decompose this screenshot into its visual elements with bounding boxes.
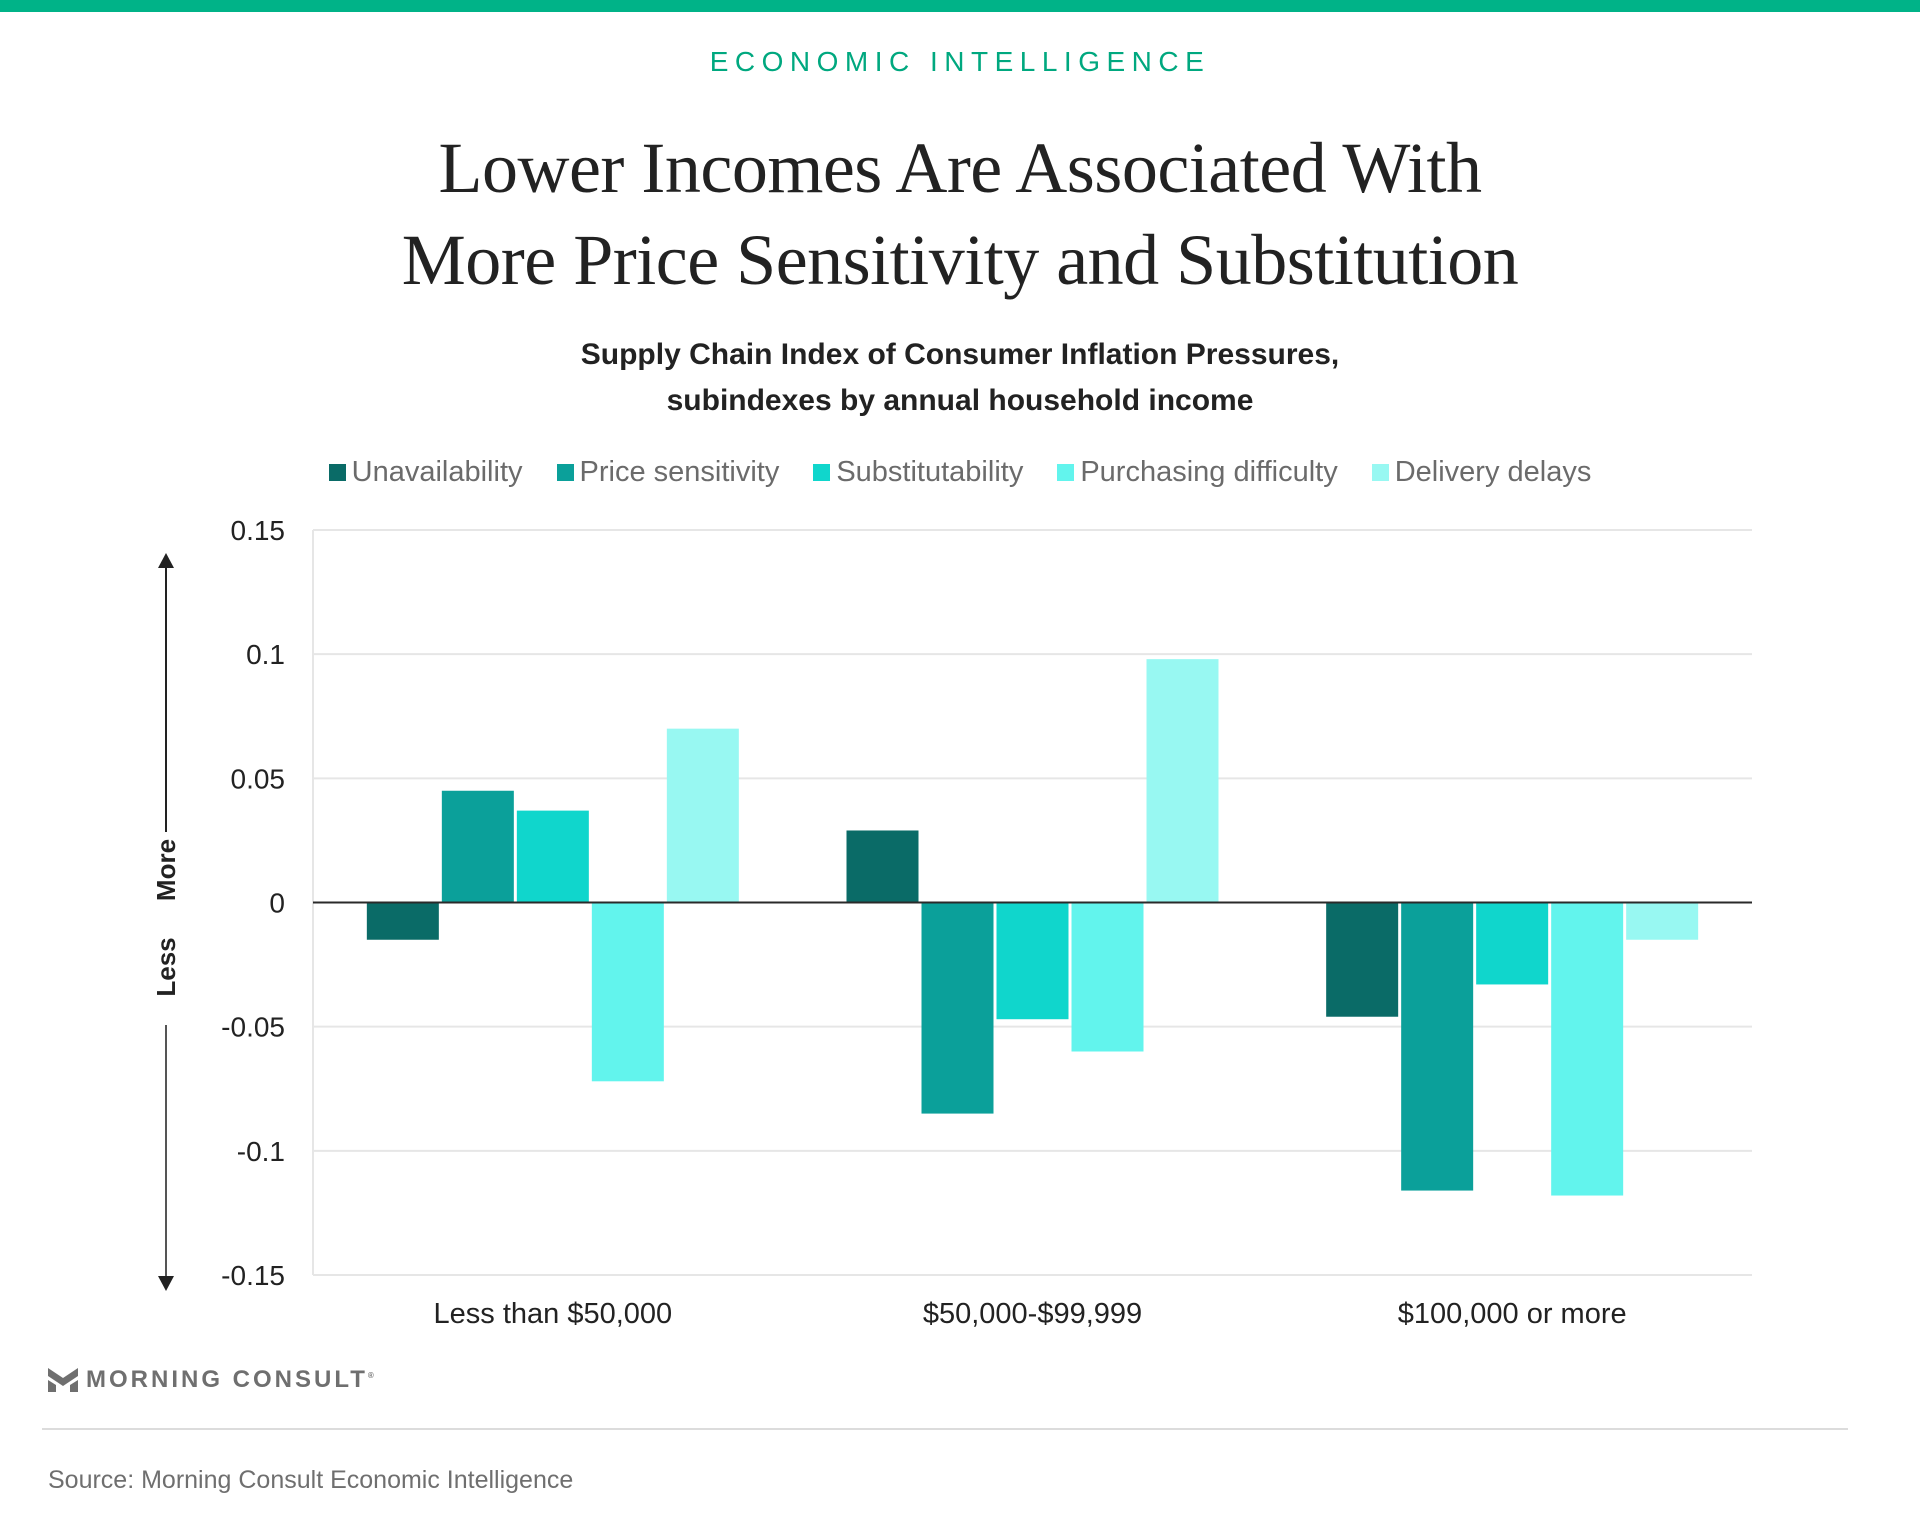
legend-label: Price sensitivity [579, 456, 780, 488]
section-kicker: ECONOMIC INTELLIGENCE [709, 46, 1211, 77]
footer-divider [42, 1428, 1848, 1430]
legend-item: Price sensitivity [556, 456, 780, 489]
chart-title-line-1: Lower Incomes Are Associated With [438, 128, 1482, 208]
x-axis-labels: Less than $50,000 $50,000-$99,999 $100,000… [434, 1298, 1627, 1330]
y-axis-ticks: 0.15 0.1 0.05 0 -0.05 -0.1 -0.15 [221, 515, 285, 1291]
legend-swatch [1371, 464, 1389, 481]
legend-item: Substitutability [813, 456, 1023, 489]
bars [366, 659, 1699, 1196]
chart-subtitle: Supply Chain Index of Consumer Inflation… [0, 332, 1920, 424]
y-tick-label: -0.15 [221, 1260, 285, 1291]
legend-swatch [813, 464, 831, 481]
bar-substitutability [996, 902, 1069, 1020]
legend-swatch [556, 464, 574, 481]
bar-price-sensitivity [921, 902, 994, 1114]
y-tick-label: 0 [269, 888, 285, 919]
y-tick-label: -0.05 [221, 1012, 285, 1043]
legend-item: Unavailability [328, 456, 523, 489]
down-arrow-icon [158, 1276, 174, 1291]
y-tick-label: 0.05 [231, 763, 286, 794]
bar-purchasing-difficulty [591, 902, 664, 1082]
bar-unavailability [1326, 902, 1399, 1017]
bar-unavailability [366, 902, 439, 940]
bar-purchasing-difficulty [1071, 902, 1144, 1052]
up-arrow-icon [158, 553, 174, 568]
x-category-label: Less than $50,000 [434, 1298, 673, 1330]
direction-label-more: More [151, 839, 181, 901]
bar-delivery-delays [1146, 659, 1219, 903]
legend-label: Delivery delays [1394, 456, 1592, 488]
gridlines [312, 529, 1752, 1276]
source-note: Source: Morning Consult Economic Intelli… [48, 1466, 574, 1494]
legend-label: Unavailability [351, 456, 523, 488]
legend-swatch [328, 464, 346, 481]
y-tick-label: 0.15 [231, 515, 286, 546]
chart-legend: Unavailability Price sensitivity Substitut… [0, 456, 1920, 489]
direction-indicator: More Less [151, 553, 181, 1291]
chart-subtitle-line-2: subindexes by annual household income [666, 384, 1254, 417]
chart-subtitle-line-1: Supply Chain Index of Consumer Inflation… [580, 338, 1340, 371]
morning-consult-logo: MORNING CONSULT® [48, 1366, 374, 1394]
bar-purchasing-difficulty [1551, 902, 1624, 1196]
x-category-label: $100,000 or more [1398, 1298, 1627, 1330]
bar-substitutability [516, 810, 589, 903]
legend-label: Substitutability [836, 456, 1024, 488]
chart-title-line-2: More Price Sensitivity and Substitution [401, 220, 1519, 300]
legend-item: Delivery delays [1371, 456, 1592, 489]
y-tick-label: 0.1 [246, 639, 285, 670]
chart-title: Lower Incomes Are Associated With More P… [0, 122, 1920, 306]
morning-consult-logo-icon [48, 1368, 78, 1392]
bar-price-sensitivity [441, 790, 514, 903]
logo-text: MORNING CONSULT® [86, 1366, 374, 1393]
bar-delivery-delays [666, 728, 739, 903]
bar-delivery-delays [1626, 902, 1699, 940]
legend-swatch [1057, 464, 1075, 481]
bar-price-sensitivity [1401, 902, 1474, 1191]
bar-unavailability [846, 830, 919, 903]
legend-label: Purchasing difficulty [1080, 456, 1338, 488]
bar-substitutability [1476, 902, 1549, 985]
direction-label-less: Less [151, 937, 181, 996]
x-category-label: $50,000-$99,999 [923, 1298, 1142, 1330]
legend-item: Purchasing difficulty [1057, 456, 1338, 489]
y-tick-label: -0.1 [237, 1136, 285, 1167]
brand-top-bar [0, 0, 1920, 12]
